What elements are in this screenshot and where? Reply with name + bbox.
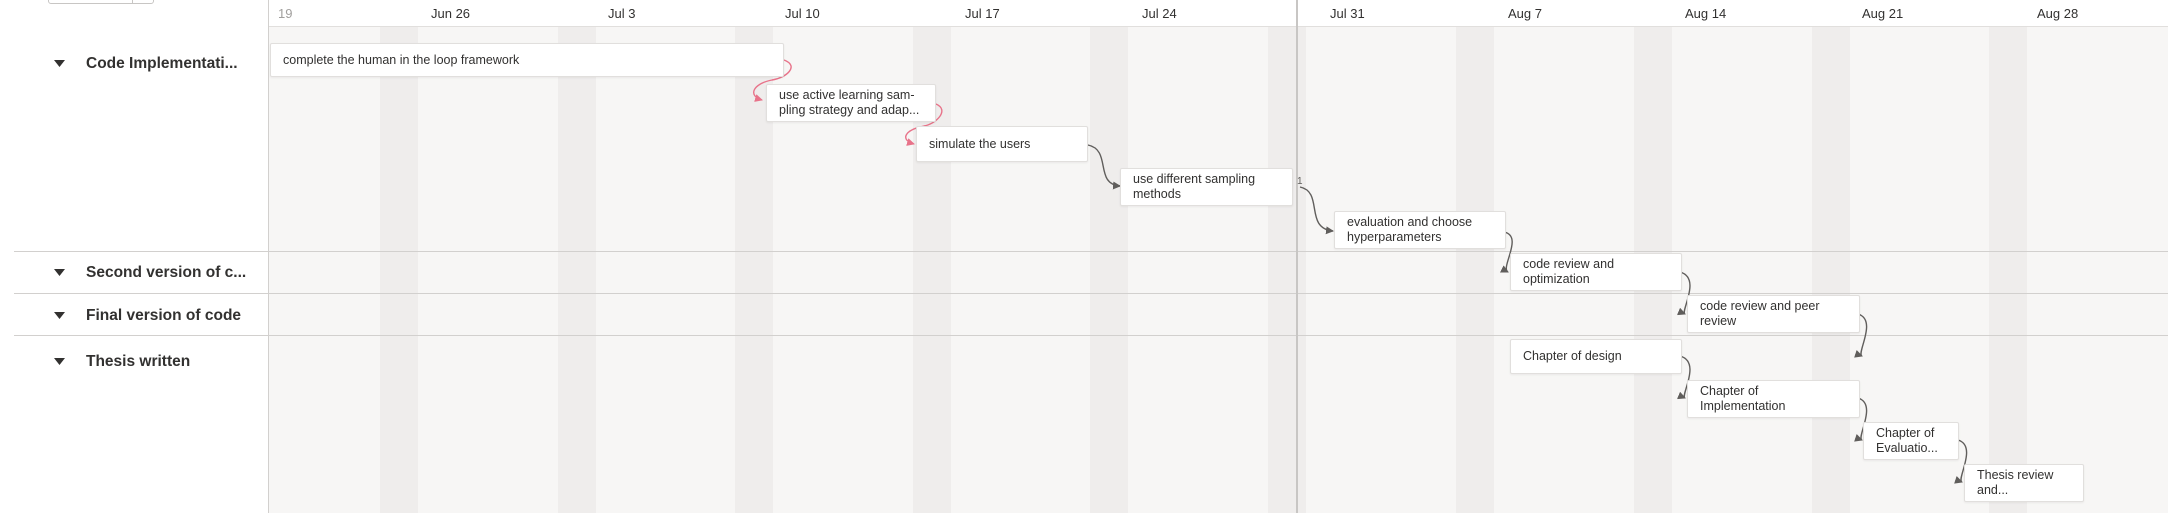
task-title-line: code review and peer	[1700, 299, 1820, 313]
chevron-down-icon[interactable]	[48, 52, 70, 76]
date-label: Jul 17	[965, 6, 1000, 21]
task-title-line: evaluation and choose	[1347, 215, 1473, 229]
date-label: Jul 3	[608, 6, 636, 21]
group-label: Thesis written	[86, 353, 191, 370]
group-divider	[14, 251, 268, 252]
chevron-down-icon[interactable]	[48, 261, 70, 285]
group-label: Code Implementati...	[86, 55, 238, 72]
task-card[interactable]: evaluation and choose hyperparameters	[1334, 211, 1506, 249]
task-title-line: hyperparameters	[1347, 230, 1442, 244]
group-divider	[268, 293, 2168, 294]
task-card[interactable]: simulate the users	[916, 126, 1088, 162]
chevron-down-icon[interactable]	[48, 304, 70, 328]
task-card[interactable]: use different sampling methods	[1120, 168, 1293, 206]
timeline-header-divider	[268, 26, 2168, 27]
task-title-line: Chapter of	[1876, 426, 1935, 440]
task-card[interactable]: Chapter of design	[1510, 339, 1682, 374]
task-card[interactable]: use active learning sam- pling strategy …	[766, 84, 936, 122]
task-title-line: optimization	[1523, 272, 1590, 286]
timeline-header	[268, 0, 2168, 26]
group-divider	[14, 335, 268, 336]
task-card[interactable]: Chapter of Implementation	[1687, 380, 1860, 418]
task-title-line: review	[1700, 314, 1737, 328]
task-title-line: Evaluatio...	[1876, 441, 1938, 455]
task-card[interactable]: complete the human in the loop framework	[270, 43, 784, 77]
date-label: 19	[278, 6, 293, 21]
task-title-line: pling strategy and adap...	[779, 103, 920, 117]
date-label: Aug 21	[1862, 6, 1904, 21]
date-label: Jul 31	[1330, 6, 1365, 21]
date-label: Jun 26	[431, 6, 471, 21]
weekend-stripe	[1812, 26, 1850, 513]
task-title-line: use active learning sam-	[779, 88, 915, 102]
timeline-left-border	[268, 0, 269, 513]
task-title-line: complete the human in the loop framework	[283, 52, 520, 67]
task-title-line: Chapter of	[1700, 384, 1759, 398]
group-divider	[268, 335, 2168, 336]
date-label: Aug 28	[2037, 6, 2079, 21]
task-card[interactable]: Thesis review and...	[1964, 464, 2084, 502]
task-title-line: Chapter of design	[1523, 349, 1622, 363]
task-title-line: Thesis review	[1977, 468, 2054, 482]
task-title-line: and...	[1977, 483, 2009, 497]
task-title-line: code review and	[1523, 257, 1615, 271]
task-card[interactable]: code review and peer review	[1687, 295, 1860, 333]
weekend-stripe	[1456, 26, 1494, 513]
date-label: Aug 7	[1508, 6, 1542, 21]
task-title-line: Implementation	[1700, 399, 1786, 413]
task-title-line: use different sampling	[1133, 172, 1256, 186]
weekend-stripe	[1268, 26, 1306, 513]
task-card[interactable]: Chapter of Evaluatio...	[1863, 422, 1959, 460]
weekend-stripe	[1989, 26, 2027, 513]
date-label: Jul 10	[785, 6, 820, 21]
group-row-final-version[interactable]: Final version of code	[14, 304, 241, 328]
task-title-line: simulate the users	[929, 136, 1031, 151]
chevron-down-icon[interactable]	[48, 350, 70, 374]
date-label: Jul 24	[1142, 6, 1177, 21]
group-label: Second version of c...	[86, 264, 247, 281]
weekend-stripe	[558, 26, 596, 513]
weekend-stripe	[380, 26, 418, 513]
task-card[interactable]: code review and optimization	[1510, 253, 1682, 291]
weekend-stripe	[1090, 26, 1128, 513]
group-row-code-implementation[interactable]: Code Implementati...	[14, 52, 238, 76]
date-label: Aug 14	[1685, 6, 1727, 21]
task-title-line: methods	[1133, 187, 1181, 201]
week-boundary-divider	[1296, 0, 1298, 513]
group-row-thesis-written[interactable]: Thesis written	[14, 350, 190, 374]
view-selector-control[interactable]	[48, 0, 154, 4]
group-row-second-version[interactable]: Second version of c...	[14, 261, 246, 285]
group-label: Final version of code	[86, 307, 242, 324]
group-divider	[14, 293, 268, 294]
group-label-pane: Code Implementati... Second version of c…	[0, 0, 268, 513]
group-divider	[268, 251, 2168, 252]
